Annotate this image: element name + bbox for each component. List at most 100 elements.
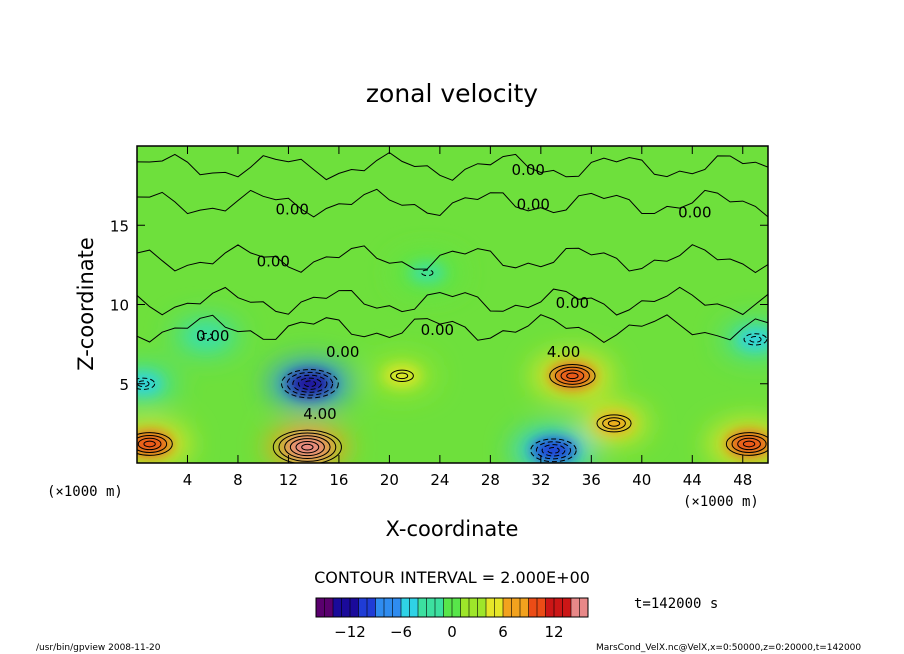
contour-line-1-1 (301, 443, 314, 451)
contour-line-10-1 (421, 269, 434, 277)
colorbar-swatch-9 (392, 598, 402, 617)
x-tick-label-2: 12 (279, 471, 298, 489)
zero-contour-4 (137, 314, 768, 343)
colorbar-tick-label-1: −6 (390, 623, 412, 641)
colorbar-swatch-27 (545, 598, 555, 617)
colorbar-swatch-10 (401, 598, 410, 617)
contour-line-0-4 (286, 371, 334, 396)
contour-line-0-5 (280, 369, 339, 399)
colorbar-frame (315, 597, 589, 618)
colorbar-swatch-3 (341, 598, 351, 617)
colorbar-swatch-12 (418, 598, 427, 617)
contour-label-8: 0.00 (326, 343, 359, 361)
x-tick-label-3: 16 (329, 471, 348, 489)
contour-line-1-2 (295, 440, 320, 454)
x-axis-label: X-coordinate (386, 517, 519, 541)
contour-label-6: 0.00 (421, 321, 454, 339)
colorbar-swatch-11 (409, 598, 419, 617)
contour-line-8-2 (390, 369, 414, 383)
contour-line-11-1 (200, 332, 213, 340)
zero-contour-0 (137, 152, 768, 181)
contour-line-3-2 (541, 444, 566, 457)
zero-contour-1 (137, 188, 768, 218)
contour-line-6-1 (742, 440, 756, 448)
contour-line-1-6 (272, 429, 342, 463)
x-tick-label-8: 36 (582, 471, 601, 489)
contour-line-1-3 (289, 438, 325, 457)
colorbar-swatch-16 (452, 598, 461, 617)
colorbar-tick-label-3: 6 (498, 623, 508, 641)
field-core-11 (188, 326, 225, 347)
x-tick-label-6: 28 (481, 471, 500, 489)
contour-label-2: 0.00 (678, 204, 711, 222)
contour-label-5: 0.00 (556, 294, 589, 312)
contour-line-2-1 (566, 372, 579, 380)
colorbar-swatch-20 (486, 598, 495, 617)
colorbar-swatch-15 (443, 598, 453, 617)
colorbar-swatch-8 (384, 598, 393, 617)
plot-area (137, 146, 768, 463)
x-tick-label-10: 44 (683, 471, 702, 489)
colorbar-tick-label-0: −12 (334, 623, 366, 641)
contour-line-7-2 (743, 333, 768, 346)
contour-line-3-4 (530, 438, 577, 463)
contour-line-2-4 (549, 363, 596, 388)
x-tick-label-7: 32 (531, 471, 550, 489)
contour-line-0-2 (298, 377, 322, 390)
field-core-4 (137, 431, 172, 457)
contour-line-9-2 (602, 417, 626, 430)
contour-line-7-1 (749, 336, 762, 343)
contour-line-5-1 (137, 380, 150, 388)
contour-interval: CONTOUR INTERVAL = 2.000E+00 (314, 568, 590, 587)
x-tick-label-11: 48 (733, 471, 752, 489)
contour-line-2-3 (554, 366, 590, 385)
contour-label-9: 4.00 (547, 343, 580, 361)
z-tick-label-0: 5 (119, 376, 129, 394)
colorbar-swatch-31 (579, 598, 589, 617)
colorbar-swatch-5 (358, 598, 368, 617)
colorbar-swatch-29 (562, 598, 572, 617)
contour-line-1-4 (284, 435, 331, 460)
contour-line-4-4 (137, 432, 173, 456)
colorbar-swatch-6 (367, 598, 376, 617)
colorbar-swatch-28 (554, 598, 563, 617)
time-label: t=142000 s (634, 596, 718, 612)
contour-label-0: 0.00 (512, 161, 545, 179)
x-tick-label-5: 24 (430, 471, 449, 489)
contour-line-5-2 (137, 377, 156, 390)
footer-right: MarsCond_VelX.nc@VelX,x=0:50000,z=0:2000… (596, 643, 861, 653)
field-core-8 (383, 365, 421, 386)
colorbar-swatch-24 (520, 598, 529, 617)
colorbar-swatch-23 (511, 598, 521, 617)
contour-line-9-1 (607, 420, 621, 427)
colorbar-swatch-18 (469, 598, 478, 617)
colorbar-swatch-17 (460, 598, 470, 617)
x-tick-label-9: 40 (632, 471, 651, 489)
zero-contour-3 (137, 286, 768, 316)
contour-line-4-2 (137, 437, 162, 451)
colorbar-tick-label-4: 12 (544, 623, 563, 641)
x-tick-label-4: 20 (380, 471, 399, 489)
field-core-10 (409, 262, 446, 283)
colorbar (315, 597, 589, 618)
x-unit-right: (×1000 m) (683, 494, 759, 510)
contour-line-6-4 (725, 432, 768, 456)
x-unit-left: (×1000 m) (47, 484, 123, 500)
contour-label-7: 0.00 (196, 327, 229, 345)
contour-line-9-3 (596, 414, 632, 433)
colorbar-swatch-22 (503, 598, 512, 617)
contour-line-0-1 (303, 380, 317, 388)
z-tick-label-2: 15 (110, 217, 129, 235)
colorbar-swatch-1 (324, 598, 334, 617)
contour-label-3: 0.00 (276, 200, 309, 218)
colorbar-swatch-19 (477, 598, 487, 617)
contour-line-1-5 (278, 432, 337, 462)
colorbar-swatch-25 (528, 598, 538, 617)
contour-line-4-3 (137, 434, 168, 453)
field-core-9 (595, 413, 633, 434)
contour-line-0-3 (292, 374, 328, 393)
contour-line-4-1 (143, 440, 156, 448)
contour-label-1: 0.00 (517, 196, 550, 214)
zero-contour-2 (137, 244, 768, 274)
